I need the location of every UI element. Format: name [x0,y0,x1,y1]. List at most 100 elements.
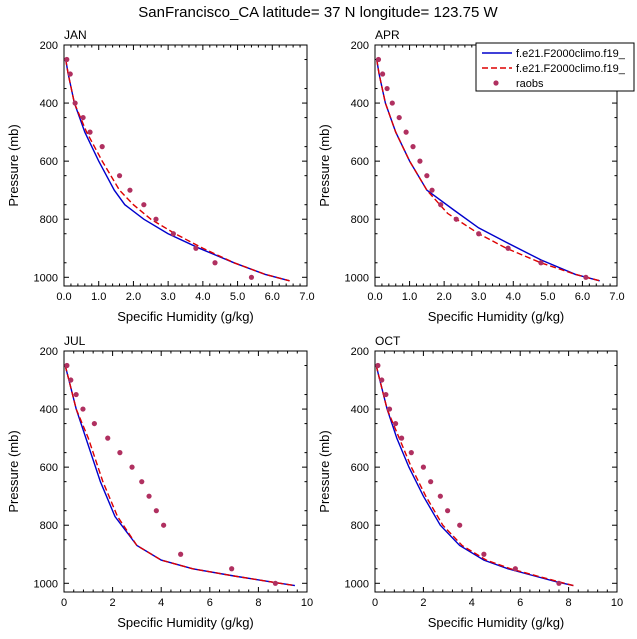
x-tick-label: 3.0 [471,291,486,303]
y-tick-label: 600 [40,156,58,168]
raobs-point [538,260,544,266]
series-line-dashed-jan [65,59,290,282]
raobs-point [64,362,70,369]
x-tick-label: 0.0 [367,291,382,303]
x-tick-label: 6.0 [575,291,590,303]
raobs-point [417,158,423,164]
x-tick-label: 2 [420,597,426,609]
raobs-point [437,493,443,499]
raobs-point [64,56,70,63]
y-tick-label: 200 [40,40,58,52]
raobs-point [505,245,511,251]
raobs-point [193,245,199,251]
y-tick-label: 800 [40,214,58,226]
series-line-solid-apr [376,59,600,282]
y-tick-label: 600 [40,462,58,474]
raobs-point [67,71,73,77]
raobs-point [375,362,381,369]
raobs-point [410,144,416,150]
raobs-point [229,566,235,572]
raobs-point [129,464,135,470]
raobs-point [91,420,97,427]
x-axis-label: Specific Humidity (g/kg) [428,615,565,630]
raobs-point [453,216,459,222]
y-axis-label: Pressure (mb) [6,430,21,512]
x-tick-label: 4.0 [195,291,210,303]
y-tick-label: 200 [351,346,369,358]
raobs-point [161,522,167,528]
legend-marker-raobs [493,80,499,86]
series-line-dashed-oct [375,365,574,587]
raobs-point [248,274,255,280]
x-tick-label: 2 [110,597,116,609]
raobs-point [445,508,451,514]
raobs-point [392,420,399,427]
raobs-point [170,231,176,237]
x-tick-label: 4 [158,597,164,609]
x-tick-label: 10 [301,597,313,609]
x-tick-label: 7.0 [609,291,624,303]
panel-label-apr: APR [375,28,400,42]
series-line-dashed-jul [64,365,296,587]
raobs-point [399,435,405,441]
raobs-point [583,274,589,280]
raobs-point [389,100,395,106]
raobs-point [153,216,159,222]
raobs-point [105,435,111,441]
raobs-point [424,173,430,179]
raobs-point [87,129,93,135]
legend-label: f.e21.F2000climo.f19_ [516,63,626,75]
plot-frame-oct [374,350,618,593]
raobs-point [116,173,123,179]
y-tick-label: 1000 [34,272,58,284]
raobs-point [80,406,86,412]
x-axis-label: Specific Humidity (g/kg) [428,309,565,324]
x-tick-label: 6.0 [265,291,280,303]
series-line-solid-jan [65,59,290,282]
x-tick-label: 10 [611,597,623,609]
x-tick-label: 6 [207,597,213,609]
y-tick-label: 1000 [34,578,58,590]
x-tick-label: 3.0 [160,291,175,303]
x-tick-label: 0 [372,597,378,609]
x-axis-label: Specific Humidity (g/kg) [117,309,254,324]
x-tick-label: 2.0 [126,291,141,303]
y-tick-label: 400 [351,404,369,416]
raobs-point [386,406,393,412]
legend: f.e21.F2000climo.f19_ f.e21.F2000climo.f1… [475,42,635,92]
raobs-point [117,450,123,456]
y-axis-label: Pressure (mb) [317,124,332,206]
x-tick-label: 4.0 [506,291,521,303]
raobs-point [375,56,382,63]
series-line-dashed-apr [376,59,600,282]
raobs-point [438,202,444,208]
panel-jan: JAN 0.0 1.0 2.0 3.0 4.0 5.0 6.0 7.0 200 400 600 800 1… [6,28,315,324]
raobs-point [408,450,414,456]
raobs-point [428,479,434,485]
figure-title: SanFrancisco_CA latitude= 37 N longitude… [138,4,498,21]
raobs-point [73,391,79,398]
y-tick-label: 800 [40,520,58,532]
raobs-point [556,580,562,586]
raobs-point [396,114,402,121]
raobs-point [141,202,147,208]
raobs-point [476,231,482,237]
raobs-point [457,522,463,528]
legend-label: f.e21.F2000climo.f19_ [516,48,626,60]
raobs-point [403,129,409,135]
x-tick-label: 6 [517,597,523,609]
legend-box [475,42,635,92]
y-tick-label: 600 [351,462,369,474]
y-axis-label: Pressure (mb) [317,430,332,512]
y-tick-label: 400 [351,98,369,110]
y-tick-label: 200 [40,346,58,358]
panel-label-oct: OCT [375,334,401,348]
y-tick-label: 200 [351,40,369,52]
raobs-point [153,508,159,514]
raobs-point [420,464,426,470]
raobs-point [379,377,385,383]
x-tick-label: 1.0 [402,291,417,303]
plot-frame-jul [63,350,308,593]
